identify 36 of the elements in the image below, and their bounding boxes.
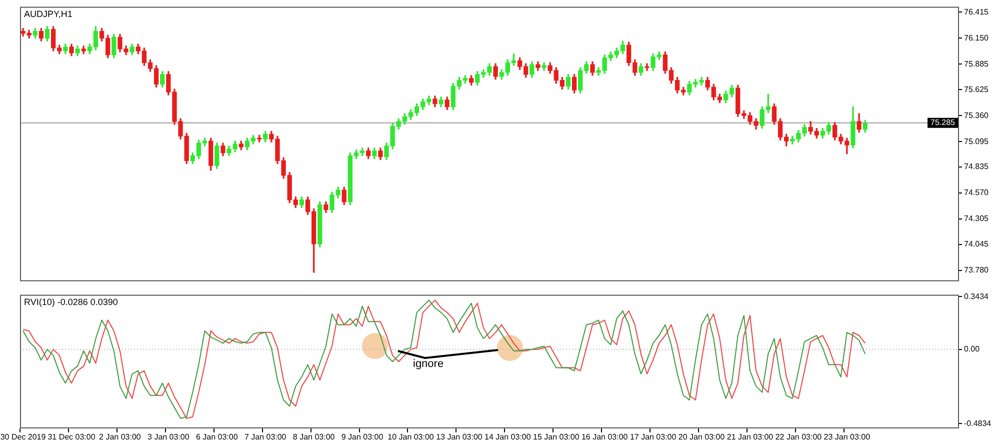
y-tick-label: 74.305 (964, 214, 990, 224)
x-tick-label: 13 Jan 03:00 (436, 432, 483, 442)
x-tick-label: 20 Jan 03:00 (678, 432, 726, 442)
chart-title: AUDJPY,H1 (24, 8, 72, 19)
x-tick-label: 9 Jan 03:00 (341, 432, 384, 442)
x-tick-label: 30 Dec 2019 (0, 432, 46, 442)
x-tick-label: 15 Jan 03:00 (533, 432, 580, 442)
y-tick-label: 73.780 (964, 266, 990, 275)
x-tick-label: 14 Jan 03:00 (484, 432, 532, 442)
x-tick-label: 16 Jan 03:00 (581, 432, 628, 442)
y-tick-label: 0.3434 (964, 292, 990, 301)
y-tick-label: 75.625 (964, 84, 990, 94)
y-tick-label: 74.835 (964, 162, 990, 172)
y-tick-label: -0.4834 (964, 418, 992, 428)
x-tick-label: 10 Jan 03:00 (388, 432, 434, 442)
y-tick-label: 74.045 (964, 240, 990, 249)
y-tick-label: 0.00 (964, 344, 980, 354)
x-tick-label: 21 Jan 03:00 (726, 432, 774, 442)
ref-line-label: 75.285 (930, 118, 956, 128)
y-tick-label: 76.150 (964, 33, 990, 42)
y-tick-label: 75.885 (964, 59, 990, 68)
x-tick-label: 23 Jan 03:00 (824, 432, 871, 442)
x-tick-label: 8 Jan 03:00 (292, 432, 336, 442)
x-tick-label: 2 Jan 03:00 (99, 432, 142, 442)
x-tick-label: 7 Jan 03:00 (244, 432, 287, 442)
y-tick-label: 74.570 (964, 188, 990, 198)
x-tick-label: 3 Jan 03:00 (148, 432, 190, 442)
x-tick-label: 6 Jan 03:00 (196, 432, 238, 442)
x-tick-label: 31 Dec 03:00 (48, 432, 96, 442)
y-tick-label: 75.095 (964, 136, 990, 146)
annotation: ignore (413, 358, 444, 370)
y-tick-label: 76.415 (964, 7, 990, 16)
x-tick-label: 22 Jan 03:00 (775, 432, 822, 442)
x-tick-label: 17 Jan 03:00 (630, 432, 677, 442)
chart-title: RVI(10) -0.0286 0.0390 (24, 296, 118, 307)
y-tick-label: 75.360 (964, 110, 990, 120)
